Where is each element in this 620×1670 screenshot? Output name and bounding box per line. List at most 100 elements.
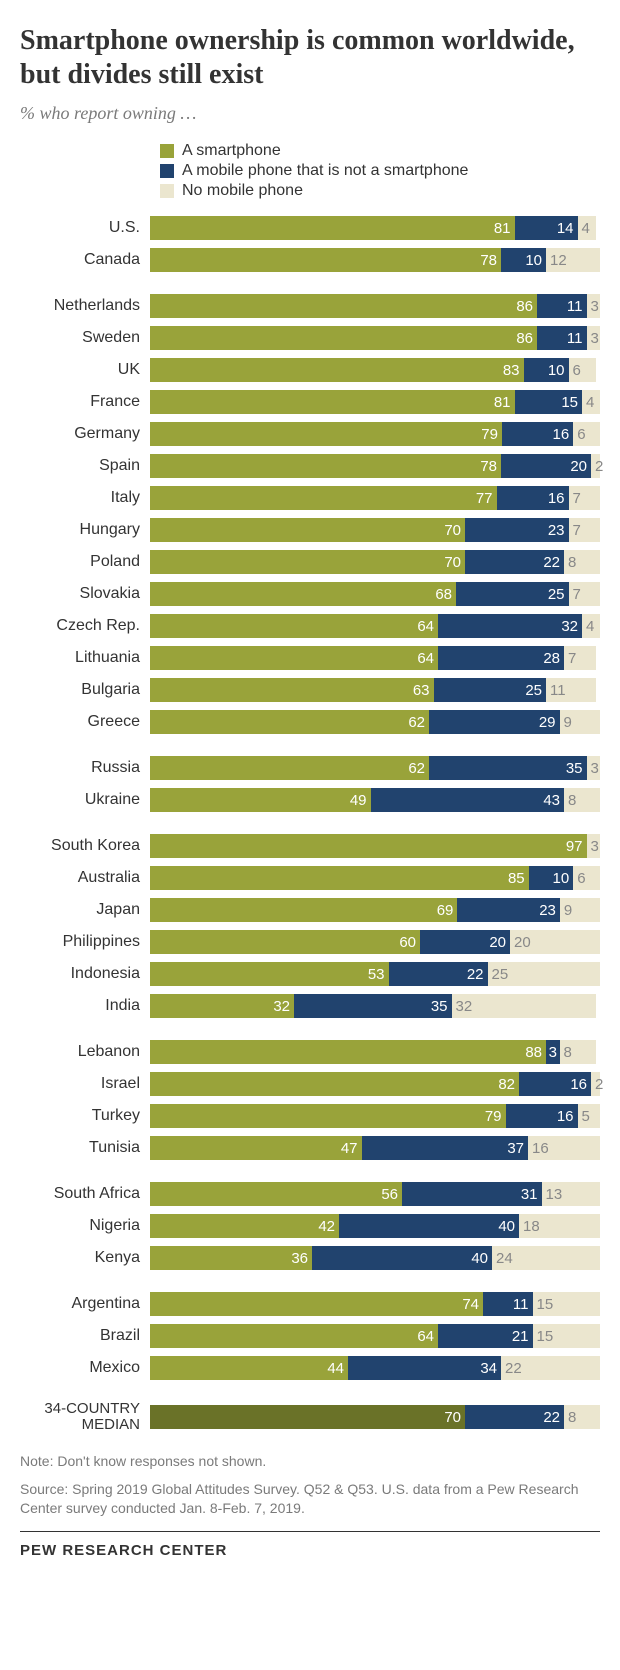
country-row: Canada781012 xyxy=(20,246,600,274)
median-group: 34-COUNTRYMEDIAN70228 xyxy=(20,1400,600,1434)
country-label: Japan xyxy=(20,901,150,919)
bar-track: 83106 xyxy=(150,358,600,382)
bar-filler xyxy=(596,678,601,702)
bar-segment-smartphone: 62 xyxy=(150,756,429,780)
bar-track: 82162 xyxy=(150,1072,600,1096)
bar-segment-mobile: 35 xyxy=(429,756,587,780)
chart-body: U.S.81144Canada781012Netherlands86113Swe… xyxy=(20,214,600,1434)
country-row: Spain78202 xyxy=(20,452,600,480)
country-label: Lithuania xyxy=(20,649,150,667)
bar-track: 70237 xyxy=(150,518,600,542)
country-row: Hungary70237 xyxy=(20,516,600,544)
bar-segment-smartphone: 32 xyxy=(150,994,294,1018)
bar-track: 473716 xyxy=(150,1136,600,1160)
bar-track: 741115 xyxy=(150,1292,600,1316)
bar-segment-none: 11 xyxy=(546,678,596,702)
country-row: Tunisia473716 xyxy=(20,1134,600,1162)
bar-segment-mobile: 11 xyxy=(483,1292,533,1316)
bar-filler xyxy=(596,1040,601,1064)
median-row: 34-COUNTRYMEDIAN70228 xyxy=(20,1400,600,1434)
bar-segment-smartphone: 36 xyxy=(150,1246,312,1270)
bar-segment-none: 8 xyxy=(564,1405,600,1429)
bar-segment-none: 6 xyxy=(573,422,600,446)
bar-segment-mobile: 21 xyxy=(438,1324,533,1348)
bar-segment-smartphone: 47 xyxy=(150,1136,362,1160)
bar-segment-smartphone: 53 xyxy=(150,962,389,986)
legend-swatch xyxy=(160,164,174,178)
bar-segment-smartphone: 78 xyxy=(150,454,501,478)
country-label: Israel xyxy=(20,1075,150,1093)
bar-filler xyxy=(596,216,601,240)
bar-track: 86113 xyxy=(150,294,600,318)
legend-label: A mobile phone that is not a smartphone xyxy=(182,162,468,180)
bar-segment-smartphone: 88 xyxy=(150,1040,546,1064)
bar-segment-smartphone: 81 xyxy=(150,390,515,414)
bar-track: 70228 xyxy=(150,550,600,574)
country-row: Italy77167 xyxy=(20,484,600,512)
bar-segment-smartphone: 70 xyxy=(150,518,465,542)
country-row: Sweden86113 xyxy=(20,324,600,352)
bar-segment-smartphone: 69 xyxy=(150,898,457,922)
bar-segment-smartphone: 62 xyxy=(150,710,429,734)
bar-track: 68257 xyxy=(150,582,600,606)
country-row: South Korea973 xyxy=(20,832,600,860)
country-row: U.S.81144 xyxy=(20,214,600,242)
country-row: Israel82162 xyxy=(20,1070,600,1098)
bar-track: 424018 xyxy=(150,1214,600,1238)
bar-filler xyxy=(596,358,601,382)
bar-segment-smartphone: 86 xyxy=(150,326,537,350)
bar-segment-none: 7 xyxy=(564,646,596,670)
bar-track: 77167 xyxy=(150,486,600,510)
country-group: Argentina741115Brazil642115Mexico443422 xyxy=(20,1290,600,1382)
bar-segment-mobile: 34 xyxy=(348,1356,501,1380)
bar-segment-none: 24 xyxy=(492,1246,600,1270)
bar-segment-none: 16 xyxy=(528,1136,600,1160)
bar-segment-none: 4 xyxy=(582,614,600,638)
bar-segment-mobile: 43 xyxy=(371,788,565,812)
country-row: UK83106 xyxy=(20,356,600,384)
median-label: 34-COUNTRYMEDIAN xyxy=(20,1401,150,1434)
bar-segment-mobile: 29 xyxy=(429,710,560,734)
legend-label: A smartphone xyxy=(182,142,281,160)
bar-segment-mobile: 11 xyxy=(537,326,587,350)
country-row: Mexico443422 xyxy=(20,1354,600,1382)
country-row: Bulgaria632511 xyxy=(20,676,600,704)
bar-segment-none: 8 xyxy=(564,788,600,812)
bar-segment-none: 9 xyxy=(560,710,601,734)
bar-segment-none: 4 xyxy=(582,390,600,414)
bar-segment-smartphone: 49 xyxy=(150,788,371,812)
country-row: Turkey79165 xyxy=(20,1102,600,1130)
country-group: U.S.81144 Canada781012 xyxy=(20,214,600,274)
country-row: Poland70228 xyxy=(20,548,600,576)
bar-filler xyxy=(596,994,601,1018)
country-row: Nigeria424018 xyxy=(20,1212,600,1240)
bar-segment-smartphone: 60 xyxy=(150,930,420,954)
bar-track: 602020 xyxy=(150,930,600,954)
bar-track: 632511 xyxy=(150,678,600,702)
bar-segment-none: 32 xyxy=(452,994,596,1018)
country-group: Lebanon8838 Israel82162 Turkey79165 Tunisia… xyxy=(20,1038,600,1162)
bar-track: 781012 xyxy=(150,248,600,272)
country-label: Spain xyxy=(20,457,150,475)
bar-segment-smartphone: 70 xyxy=(150,1405,465,1429)
bar-segment-smartphone: 64 xyxy=(150,1324,438,1348)
bar-segment-mobile: 10 xyxy=(524,358,569,382)
country-row: Slovakia68257 xyxy=(20,580,600,608)
bar-track: 79166 xyxy=(150,422,600,446)
country-row: Australia85106 xyxy=(20,864,600,892)
bar-segment-smartphone: 64 xyxy=(150,614,438,638)
country-label: France xyxy=(20,393,150,411)
bar-segment-mobile: 23 xyxy=(457,898,559,922)
bar-segment-smartphone: 97 xyxy=(150,834,587,858)
bar-segment-none: 5 xyxy=(578,1104,601,1128)
country-row: France81154 xyxy=(20,388,600,416)
legend-item: A smartphone xyxy=(160,142,600,160)
bar-segment-none: 3 xyxy=(587,326,601,350)
country-row: Lithuania64287 xyxy=(20,644,600,672)
country-label: Indonesia xyxy=(20,965,150,983)
country-row: Lebanon8838 xyxy=(20,1038,600,1066)
bar-segment-smartphone: 56 xyxy=(150,1182,402,1206)
country-row: Argentina741115 xyxy=(20,1290,600,1318)
bar-segment-none: 3 xyxy=(587,756,601,780)
bar-track: 85106 xyxy=(150,866,600,890)
